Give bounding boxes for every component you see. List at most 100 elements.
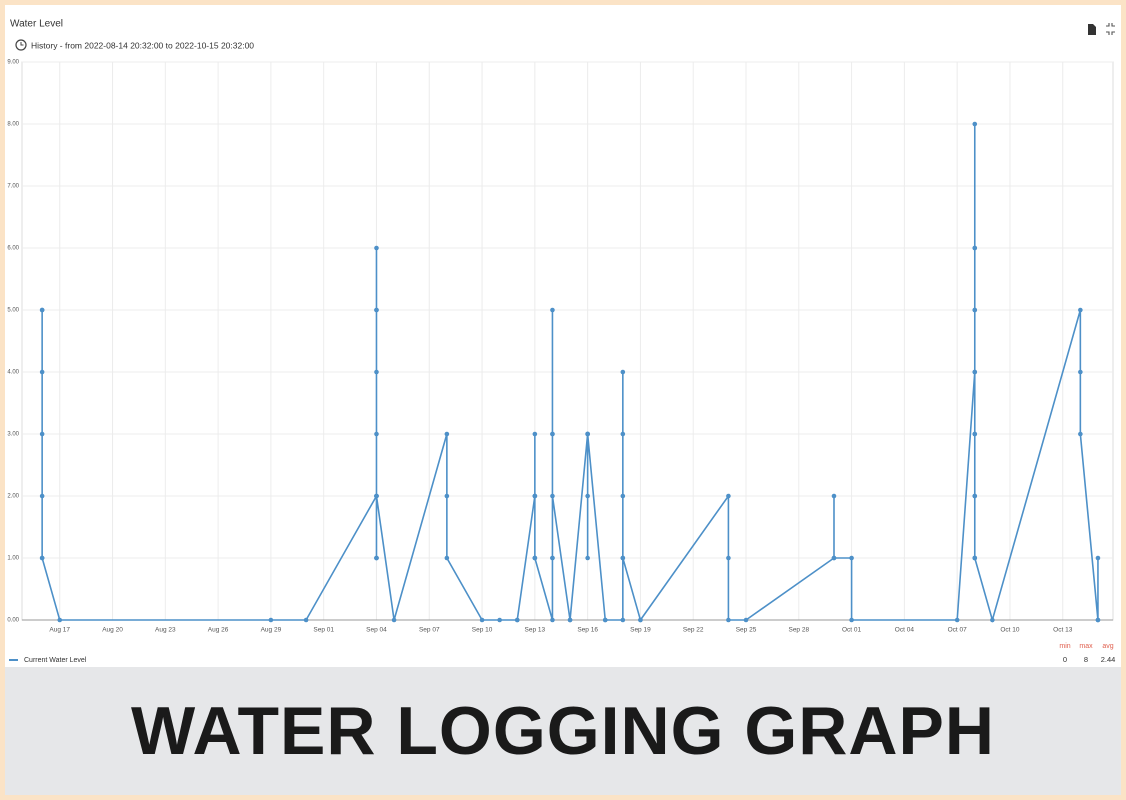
point <box>532 493 538 499</box>
point <box>374 369 379 375</box>
point <box>57 617 63 623</box>
point <box>39 493 45 499</box>
x-tick-label: Sep 25 <box>736 627 757 634</box>
point <box>620 493 626 499</box>
point <box>374 493 379 499</box>
point <box>602 617 608 623</box>
point <box>303 617 309 623</box>
point <box>620 431 626 437</box>
point <box>585 431 590 437</box>
point <box>831 493 837 499</box>
point <box>585 493 590 499</box>
x-tick-label: Sep 01 <box>313 627 334 634</box>
x-tick-label: Sep 16 <box>577 627 598 634</box>
stat-header: avg <box>1102 643 1113 650</box>
point <box>990 617 995 623</box>
point <box>1095 617 1101 623</box>
point <box>620 617 626 623</box>
point <box>849 555 854 561</box>
point <box>849 617 854 623</box>
stat-header: min <box>1059 643 1070 650</box>
point <box>532 431 538 437</box>
point <box>497 617 502 623</box>
point <box>972 493 978 499</box>
x-tick-label: Sep 07 <box>419 627 440 634</box>
x-tick-label: Sep 04 <box>366 627 387 634</box>
point <box>972 307 978 313</box>
x-tick-label: Oct 07 <box>948 627 968 634</box>
x-tick-label: Aug 26 <box>208 627 229 634</box>
clock-hand <box>20 42 24 46</box>
banner: WATER LOGGING GRAPH <box>131 693 995 769</box>
point <box>620 369 626 375</box>
y-tick-label: 9.00 <box>7 60 19 66</box>
x-tick-label: Sep 13 <box>525 627 546 634</box>
y-tick-label: 5.00 <box>7 308 19 314</box>
y-tick-label: 7.00 <box>7 184 19 190</box>
point <box>567 617 573 623</box>
point <box>39 307 45 313</box>
y-tick-label: 4.00 <box>7 370 19 376</box>
point <box>444 493 450 499</box>
x-tick-label: Sep 22 <box>683 627 704 634</box>
point <box>972 121 978 127</box>
stat-header: max <box>1079 643 1093 650</box>
point <box>972 245 978 251</box>
point <box>972 555 978 561</box>
clock-icon <box>15 39 27 51</box>
x-tick-label: Oct 04 <box>895 627 915 634</box>
x-tick-label: Aug 29 <box>261 627 282 634</box>
x-tick-label: Aug 17 <box>49 627 70 634</box>
stat-value: 8 <box>1084 655 1088 664</box>
point <box>550 431 555 437</box>
point <box>39 431 45 437</box>
fullscreen-icon[interactable] <box>1106 23 1115 35</box>
point <box>550 493 555 499</box>
export-icon[interactable] <box>1088 24 1096 35</box>
x-tick-label: Oct 01 <box>842 627 862 634</box>
chart-subtitle: History - from 2022-08-14 20:32:00 to 20… <box>31 40 254 50</box>
point <box>1078 307 1083 313</box>
x-tick-label: Oct 10 <box>1000 627 1020 634</box>
point <box>374 245 379 251</box>
point <box>726 493 731 499</box>
x-tick-label: Aug 20 <box>102 627 123 634</box>
frame: Water Level History - from 2022-08-14 20… <box>5 5 1121 795</box>
x-tick-label: Sep 28 <box>788 627 809 634</box>
point <box>39 369 45 375</box>
point <box>585 555 590 561</box>
point <box>726 617 731 623</box>
y-tick-label: 0.00 <box>7 618 19 624</box>
point <box>444 431 450 437</box>
legend-label: Current Water Level <box>24 657 87 664</box>
y-tick-label: 1.00 <box>7 556 19 562</box>
plot-frame <box>21 61 1114 621</box>
point <box>743 617 749 623</box>
chart: Water Level History - from 2022-08-14 20… <box>7 19 1116 664</box>
point <box>954 617 960 623</box>
y-tick-label: 6.00 <box>7 246 19 252</box>
point <box>1078 431 1083 437</box>
point <box>374 307 379 313</box>
x-tick-label: Sep 19 <box>630 627 651 634</box>
point <box>726 555 731 561</box>
point <box>1078 369 1083 375</box>
point <box>444 555 450 561</box>
x-tick-label: Aug 23 <box>155 627 176 634</box>
stat-value: 2.44 <box>1101 655 1116 664</box>
point <box>1095 555 1101 561</box>
x-tick-label: Sep 10 <box>472 627 493 634</box>
stat-value: 0 <box>1063 655 1067 664</box>
point <box>831 555 837 561</box>
point <box>374 431 379 437</box>
point <box>550 617 555 623</box>
point <box>391 617 397 623</box>
point <box>374 555 379 561</box>
widget: Water Level History - from 2022-08-14 20… <box>5 5 1121 667</box>
point <box>550 307 555 313</box>
point <box>972 369 978 375</box>
point <box>479 617 485 623</box>
plot-area: 0.00 1.00 2.00 3.00 4.00 5.00 6.00 7.00 8.00 9.00… <box>7 60 1114 634</box>
point <box>532 555 538 561</box>
